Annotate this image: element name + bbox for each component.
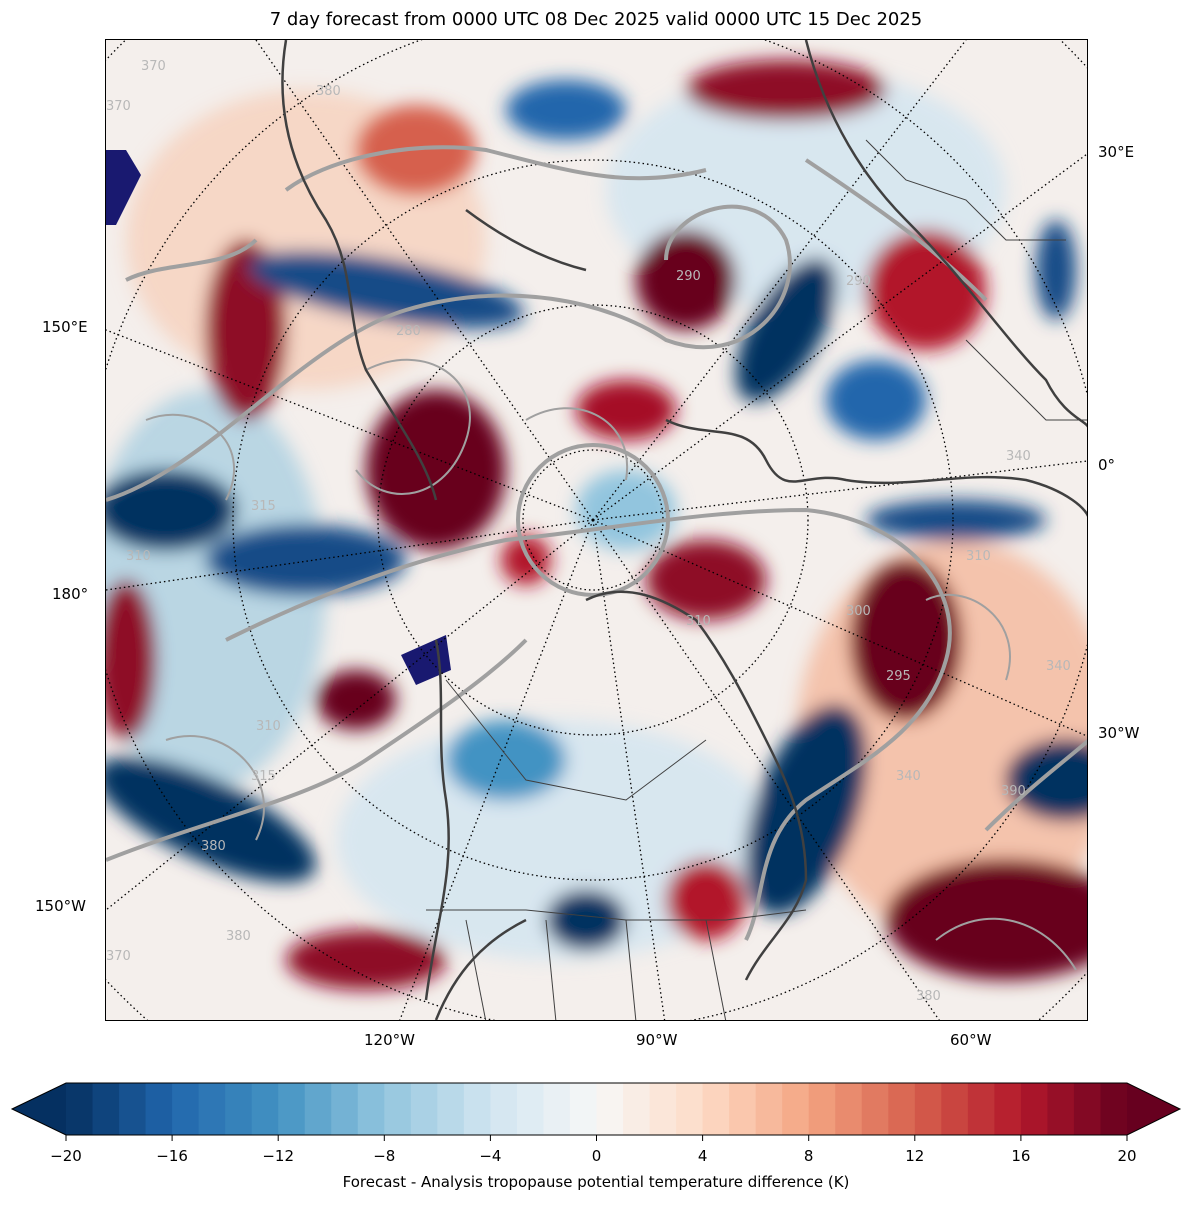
colorbar-bin [994,1083,1022,1135]
colorbar-bin [676,1083,704,1135]
colorbar-tick-label: 12 [905,1147,925,1165]
lon-label-0: 0° [1098,456,1116,474]
lon-label-180: 180° [52,585,89,603]
colorbar-bin [861,1083,889,1135]
colorbar-bin [92,1083,120,1135]
plot-title: 7 day forecast from 0000 UTC 08 Dec 2025… [269,9,923,30]
colorbar-bin [649,1083,677,1135]
lon-label-60w: 60°W [950,1031,992,1049]
svg-text:315: 315 [251,769,276,784]
colorbar-bin [66,1083,94,1135]
coastlines [281,40,1087,1020]
svg-text:310: 310 [256,719,281,734]
colorbar-bin [1020,1083,1048,1135]
graticule [106,40,1087,1020]
colorbar-bin [463,1083,491,1135]
colorbar-bin [172,1083,200,1135]
svg-text:295: 295 [886,669,911,684]
colorbar-tick-label: −16 [156,1147,188,1165]
lon-label-150e: 150°E [42,318,88,336]
colorbar-extend-max [1127,1083,1180,1135]
colorbar-bin [119,1083,147,1135]
colorbar-tick-label: 0 [591,1147,602,1165]
colorbar-bin [251,1083,279,1135]
colorbar-bin [623,1083,651,1135]
isentrope-contours [106,145,1087,941]
colorbar-bin [755,1083,783,1135]
borders [426,139,1087,1020]
colorbar-bin [490,1083,518,1135]
colorbar [10,1082,1182,1141]
colorbar-bin [729,1083,757,1135]
map-field: 370 370 380 290 290 280 315 310 310 300 … [106,40,1087,1020]
svg-text:290: 290 [676,269,701,284]
svg-text:380: 380 [226,929,251,944]
colorbar-bin [198,1083,226,1135]
contour-labels: 370 370 380 290 290 280 315 310 310 300 … [106,59,1071,1004]
lon-label-30w: 30°W [1098,724,1140,742]
colorbar-bin [914,1083,942,1135]
colorbar-bin [543,1083,571,1135]
colorbar-bin [331,1083,359,1135]
colorbar-bin [835,1083,863,1135]
svg-text:310: 310 [686,614,711,629]
colorbar-bin [1073,1083,1101,1135]
colorbar-tick-label: 8 [803,1147,814,1165]
svg-text:340: 340 [1046,659,1071,674]
svg-text:380: 380 [316,84,341,99]
lon-label-30e: 30°E [1098,143,1135,161]
colorbar-bin [941,1083,969,1135]
colorbar-tick-label: −4 [479,1147,502,1165]
polar-map: 370 370 380 290 290 280 315 310 310 300 … [105,39,1088,1021]
colorbar-tick-label: −12 [262,1147,295,1165]
colorbar-label: Forecast - Analysis tropopause potential… [342,1173,850,1191]
colorbar-bin [145,1083,173,1135]
svg-text:280: 280 [396,324,421,339]
anomaly-field [106,60,1087,990]
svg-text:380: 380 [201,839,226,854]
colorbar-bin [384,1083,412,1135]
colorbar-bin [569,1083,597,1135]
colorbar-bin [702,1083,730,1135]
colorbar-bin [808,1083,836,1135]
colorbar-bin [596,1083,624,1135]
extreme-negative-patch [106,150,141,225]
svg-text:315: 315 [251,499,276,514]
colorbar-tick-label: −20 [50,1147,82,1165]
lon-label-90w: 90°W [636,1031,678,1049]
svg-text:370: 370 [106,99,131,114]
svg-text:390: 390 [1001,784,1026,799]
colorbar-tick-label: 4 [697,1147,708,1165]
colorbar-bin [357,1083,385,1135]
svg-text:340: 340 [1006,449,1031,464]
svg-text:310: 310 [966,549,991,564]
svg-text:340: 340 [896,769,921,784]
extreme-negative-patch [401,635,451,685]
svg-text:290: 290 [846,274,871,289]
colorbar-bin [278,1083,306,1135]
colorbar-bin [782,1083,810,1135]
svg-text:300: 300 [846,604,871,619]
colorbar-bin [1047,1083,1075,1135]
colorbar-extend-min [12,1083,66,1135]
colorbar-bin [1100,1083,1128,1135]
colorbar-tick-label: 16 [1011,1147,1031,1165]
colorbar-bin [410,1083,438,1135]
colorbar-tick-label: −8 [373,1147,396,1165]
colorbar-bin [304,1083,332,1135]
colorbar-bin [516,1083,544,1135]
svg-text:310: 310 [126,549,151,564]
lon-label-120w: 120°W [364,1031,415,1049]
colorbar-bin [888,1083,916,1135]
svg-text:380: 380 [916,989,941,1004]
colorbar-bin [437,1083,465,1135]
colorbar-bin [225,1083,253,1135]
lon-label-150w: 150°W [35,897,86,915]
colorbar-bin [967,1083,995,1135]
colorbar-tick-label: 20 [1117,1147,1137,1165]
svg-text:370: 370 [106,949,131,964]
svg-text:370: 370 [141,59,166,74]
isentrope-contours-thin [145,358,1077,971]
